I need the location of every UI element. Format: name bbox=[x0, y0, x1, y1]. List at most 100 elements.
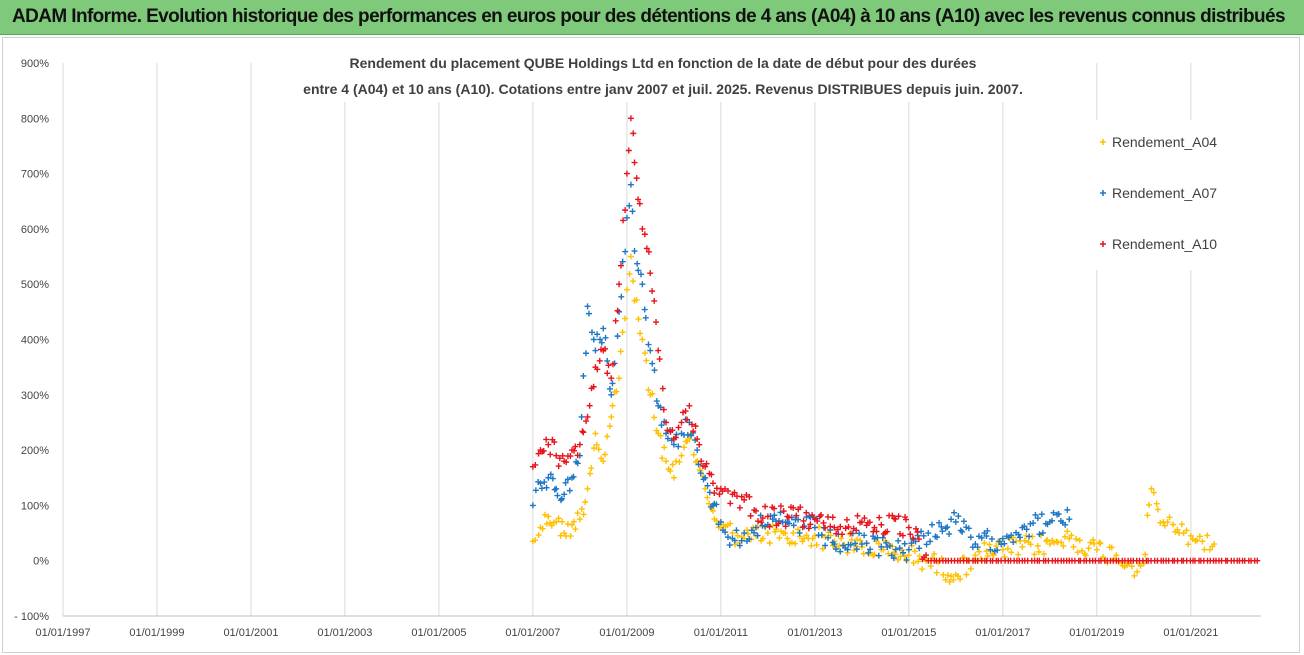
data-point-fill bbox=[1085, 545, 1092, 552]
legend-label: Rendement_A04 bbox=[1112, 134, 1217, 150]
y-tick-label: - 100% bbox=[14, 611, 49, 623]
data-point bbox=[905, 552, 912, 559]
data-point-fill bbox=[775, 520, 782, 527]
data-point-fill bbox=[606, 423, 613, 430]
data-point bbox=[639, 336, 646, 343]
data-point bbox=[655, 347, 662, 354]
data-point-fill bbox=[745, 531, 752, 538]
data-point-fill bbox=[629, 208, 636, 215]
data-point-fill bbox=[990, 551, 997, 558]
data-point-fill bbox=[604, 370, 611, 377]
data-point-fill bbox=[579, 428, 586, 435]
data-point-fill bbox=[754, 532, 761, 539]
data-point-fill bbox=[759, 515, 766, 522]
data-point-fill bbox=[1079, 547, 1086, 554]
chart-title-background bbox=[271, 50, 1035, 102]
data-point-fill bbox=[777, 509, 784, 516]
data-point bbox=[1093, 546, 1100, 553]
data-point bbox=[608, 413, 615, 420]
y-tick-label: 600% bbox=[21, 224, 49, 236]
data-point bbox=[537, 480, 544, 487]
data-point-fill bbox=[1082, 552, 1089, 559]
data-point-fill bbox=[843, 516, 850, 523]
data-point-fill bbox=[993, 543, 1000, 550]
data-point-fill bbox=[725, 487, 732, 494]
report-title: ADAM Informe. Evolution historique des p… bbox=[12, 6, 1286, 27]
data-point-fill bbox=[1004, 545, 1011, 552]
data-point-fill bbox=[621, 315, 628, 322]
data-point-fill bbox=[1064, 528, 1071, 535]
y-tick-label: 200% bbox=[21, 445, 49, 457]
data-point bbox=[623, 170, 630, 177]
data-point-fill bbox=[790, 522, 797, 529]
data-point-fill bbox=[938, 523, 945, 530]
data-point bbox=[663, 419, 670, 426]
data-point-fill bbox=[865, 549, 872, 556]
data-point-fill bbox=[676, 458, 683, 465]
data-point-fill bbox=[1058, 539, 1065, 546]
data-point-fill bbox=[967, 565, 974, 572]
data-point-fill bbox=[976, 548, 983, 555]
data-point bbox=[600, 325, 607, 332]
data-point-fill bbox=[819, 545, 826, 552]
data-point-fill bbox=[641, 231, 648, 238]
data-point-fill bbox=[901, 540, 908, 547]
data-point-fill bbox=[706, 500, 713, 507]
data-point-fill bbox=[1096, 539, 1103, 546]
data-point-fill bbox=[548, 522, 555, 529]
data-point-fill bbox=[619, 258, 626, 265]
data-point-fill bbox=[574, 510, 581, 517]
data-point-fill bbox=[931, 550, 938, 557]
data-point-fill bbox=[863, 540, 870, 547]
data-point-fill bbox=[539, 525, 546, 532]
data-point-fill bbox=[825, 534, 832, 541]
data-point-fill bbox=[594, 331, 601, 338]
data-point-fill bbox=[776, 534, 783, 541]
data-point-fill bbox=[636, 200, 643, 207]
data-point-fill bbox=[1034, 542, 1041, 549]
data-point-fill bbox=[803, 509, 810, 516]
data-point-fill bbox=[967, 534, 974, 541]
data-point-fill bbox=[541, 479, 548, 486]
data-point-fill bbox=[580, 511, 587, 518]
data-point-fill bbox=[617, 348, 624, 355]
data-point-fill bbox=[713, 517, 720, 524]
data-point-fill bbox=[963, 524, 970, 531]
data-point-fill bbox=[643, 245, 650, 252]
data-point-fill bbox=[1053, 538, 1060, 545]
data-point bbox=[741, 530, 748, 537]
data-point-fill bbox=[690, 428, 697, 435]
data-point bbox=[764, 530, 771, 537]
data-point-fill bbox=[916, 545, 923, 552]
data-point-fill bbox=[540, 447, 547, 454]
data-point-fill bbox=[736, 542, 743, 549]
data-point bbox=[858, 541, 865, 548]
data-point-fill bbox=[653, 398, 660, 405]
data-point-fill bbox=[1073, 536, 1080, 543]
data-point-fill bbox=[895, 556, 902, 563]
data-point-fill bbox=[984, 552, 991, 559]
data-point-fill bbox=[604, 357, 611, 364]
data-point-fill bbox=[873, 528, 880, 535]
data-point-fill bbox=[820, 519, 827, 526]
data-point-fill bbox=[1100, 554, 1106, 561]
data-point-fill bbox=[547, 471, 554, 478]
data-point-fill bbox=[822, 542, 829, 549]
data-point-fill bbox=[586, 402, 593, 409]
data-point bbox=[752, 524, 759, 531]
data-point-fill bbox=[948, 573, 955, 580]
data-point-fill bbox=[988, 535, 995, 542]
data-point-fill bbox=[871, 524, 878, 531]
data-point bbox=[831, 541, 838, 548]
data-point bbox=[670, 474, 677, 481]
chart: 01/01/1997 01/01/1999 01/01/2001 01/01/2003… bbox=[14, 50, 1261, 639]
data-point-fill bbox=[818, 511, 825, 518]
data-point-fill bbox=[944, 572, 951, 579]
y-tick-label: 800% bbox=[21, 113, 49, 125]
data-point-fill bbox=[634, 260, 641, 267]
report-banner: ADAM Informe. Evolution historique des p… bbox=[0, 0, 1304, 35]
data-point-fill bbox=[1021, 523, 1028, 530]
data-point-fill bbox=[1174, 526, 1181, 533]
data-point-fill bbox=[960, 518, 967, 525]
data-point bbox=[545, 474, 552, 481]
